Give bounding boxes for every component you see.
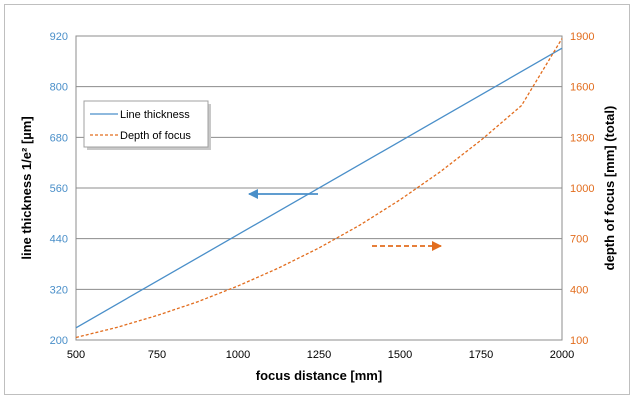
legend: Line thickness Depth of focus	[83, 100, 211, 150]
x-tick-label: 500	[67, 349, 85, 361]
x-tick-label: 1250	[307, 349, 331, 361]
tick-labels: 200 320 440 560 680 800 920 100 400 700 1000 1300 16…	[50, 31, 595, 361]
legend-box	[83, 100, 209, 148]
y-right-axis-title: depth of focus [mm] (total)	[602, 106, 617, 271]
y-left-tick-label: 560	[50, 183, 68, 195]
y-right-tick-label: 100	[570, 335, 588, 347]
y-left-tick-label: 680	[50, 132, 68, 144]
x-tick-label: 1500	[388, 349, 412, 361]
y-right-tick-label: 1600	[570, 82, 594, 94]
y-right-tick-label: 1000	[570, 183, 594, 195]
y-left-tick-label: 800	[50, 82, 68, 94]
y-right-tick-label: 400	[570, 284, 588, 296]
x-tick-label: 1000	[226, 349, 250, 361]
y-left-tick-label: 440	[50, 234, 68, 246]
plot-area	[75, 35, 563, 341]
y-right-tick-label: 1300	[570, 132, 594, 144]
y-right-tick-label: 700	[570, 234, 588, 246]
annotations	[248, 189, 442, 251]
legend-label-depth-of-focus: Depth of focus	[120, 130, 191, 142]
x-tick-label: 1750	[469, 349, 493, 361]
y-left-axis-title: line thickness 1/e² [µm]	[19, 116, 34, 259]
x-axis-title: focus distance [mm]	[256, 368, 382, 383]
series-lines	[75, 38, 563, 339]
legend-label-line-thickness: Line thickness	[120, 109, 190, 121]
y-right-tick-label: 1900	[570, 31, 594, 43]
y-left-tick-label: 920	[50, 31, 68, 43]
x-tick-label: 750	[148, 349, 166, 361]
y-left-tick-label: 320	[50, 284, 68, 296]
x-tick-label: 2000	[550, 349, 574, 361]
series-line-line-thickness	[75, 47, 563, 329]
y-left-tick-label: 200	[50, 335, 68, 347]
